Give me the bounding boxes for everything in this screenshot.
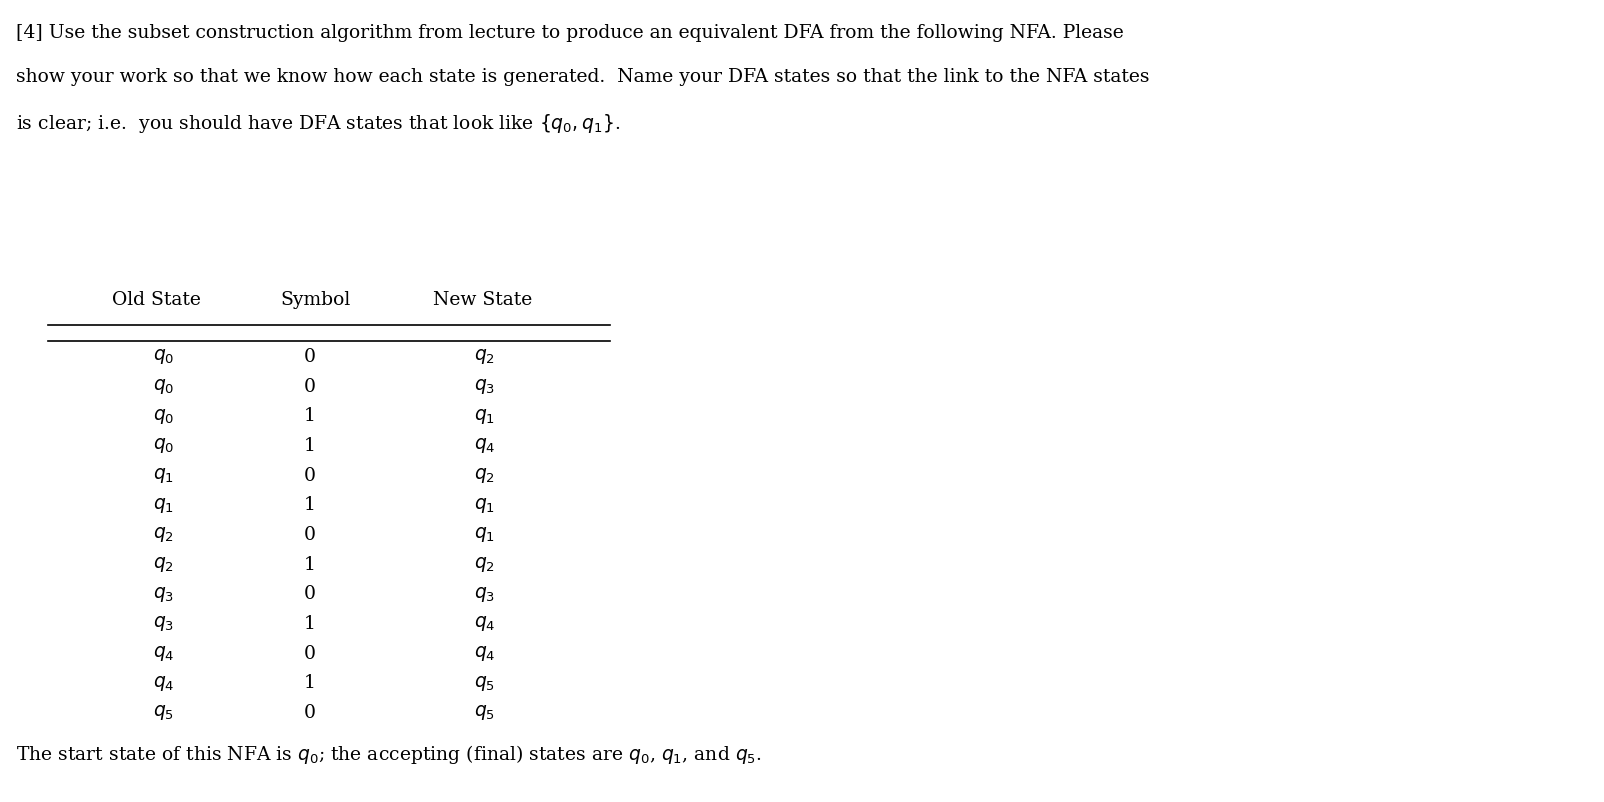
Text: 1: 1 bbox=[303, 496, 316, 514]
Text: 0: 0 bbox=[303, 378, 316, 395]
Text: $q_{0}$: $q_{0}$ bbox=[152, 407, 175, 426]
Text: $q_{1}$: $q_{1}$ bbox=[152, 496, 175, 515]
Text: 1: 1 bbox=[303, 615, 316, 633]
Text: $q_{2}$: $q_{2}$ bbox=[473, 555, 496, 574]
Text: 0: 0 bbox=[303, 645, 316, 662]
Text: $q_{3}$: $q_{3}$ bbox=[473, 377, 496, 396]
Text: $q_{2}$: $q_{2}$ bbox=[152, 525, 175, 545]
Text: $q_{5}$: $q_{5}$ bbox=[152, 703, 175, 723]
Text: The start state of this NFA is $q_0$; the accepting (final) states are $q_0$, $q: The start state of this NFA is $q_0$; th… bbox=[16, 743, 762, 766]
Text: $q_{0}$: $q_{0}$ bbox=[152, 377, 175, 396]
Text: $q_{1}$: $q_{1}$ bbox=[152, 466, 175, 485]
Text: $q_{2}$: $q_{2}$ bbox=[473, 347, 496, 367]
Text: $q_{5}$: $q_{5}$ bbox=[473, 674, 496, 693]
Text: $q_{3}$: $q_{3}$ bbox=[152, 585, 175, 604]
Text: Symbol: Symbol bbox=[281, 291, 351, 309]
Text: $q_{2}$: $q_{2}$ bbox=[473, 466, 496, 485]
Text: 1: 1 bbox=[303, 674, 316, 692]
Text: 0: 0 bbox=[303, 467, 316, 484]
Text: show your work so that we know how each state is generated.  Name your DFA state: show your work so that we know how each … bbox=[16, 68, 1150, 86]
Text: $q_{4}$: $q_{4}$ bbox=[473, 614, 496, 634]
Text: $q_{0}$: $q_{0}$ bbox=[152, 436, 175, 456]
Text: $q_{4}$: $q_{4}$ bbox=[152, 674, 175, 693]
Text: [4] Use the subset construction algorithm from lecture to produce an equivalent : [4] Use the subset construction algorith… bbox=[16, 24, 1124, 42]
Text: New State: New State bbox=[433, 291, 533, 309]
Text: Old State: Old State bbox=[112, 291, 200, 309]
Text: $q_{3}$: $q_{3}$ bbox=[473, 585, 496, 604]
Text: 1: 1 bbox=[303, 556, 316, 573]
Text: $q_{2}$: $q_{2}$ bbox=[152, 555, 175, 574]
Text: $q_{5}$: $q_{5}$ bbox=[473, 703, 496, 723]
Text: $q_{0}$: $q_{0}$ bbox=[152, 347, 175, 367]
Text: 1: 1 bbox=[303, 437, 316, 455]
Text: $q_{4}$: $q_{4}$ bbox=[152, 644, 175, 663]
Text: $q_{1}$: $q_{1}$ bbox=[473, 496, 496, 515]
Text: 0: 0 bbox=[303, 348, 316, 366]
Text: 1: 1 bbox=[303, 407, 316, 425]
Text: $q_{1}$: $q_{1}$ bbox=[473, 407, 496, 426]
Text: 0: 0 bbox=[303, 585, 316, 603]
Text: $q_{1}$: $q_{1}$ bbox=[473, 525, 496, 545]
Text: is clear; i.e.  you should have DFA states that look like $\{q_0, q_1\}$.: is clear; i.e. you should have DFA state… bbox=[16, 112, 621, 136]
Text: $q_{4}$: $q_{4}$ bbox=[473, 436, 496, 456]
Text: 0: 0 bbox=[303, 704, 316, 722]
Text: $q_{3}$: $q_{3}$ bbox=[152, 614, 175, 634]
Text: $q_{4}$: $q_{4}$ bbox=[473, 644, 496, 663]
Text: 0: 0 bbox=[303, 526, 316, 544]
